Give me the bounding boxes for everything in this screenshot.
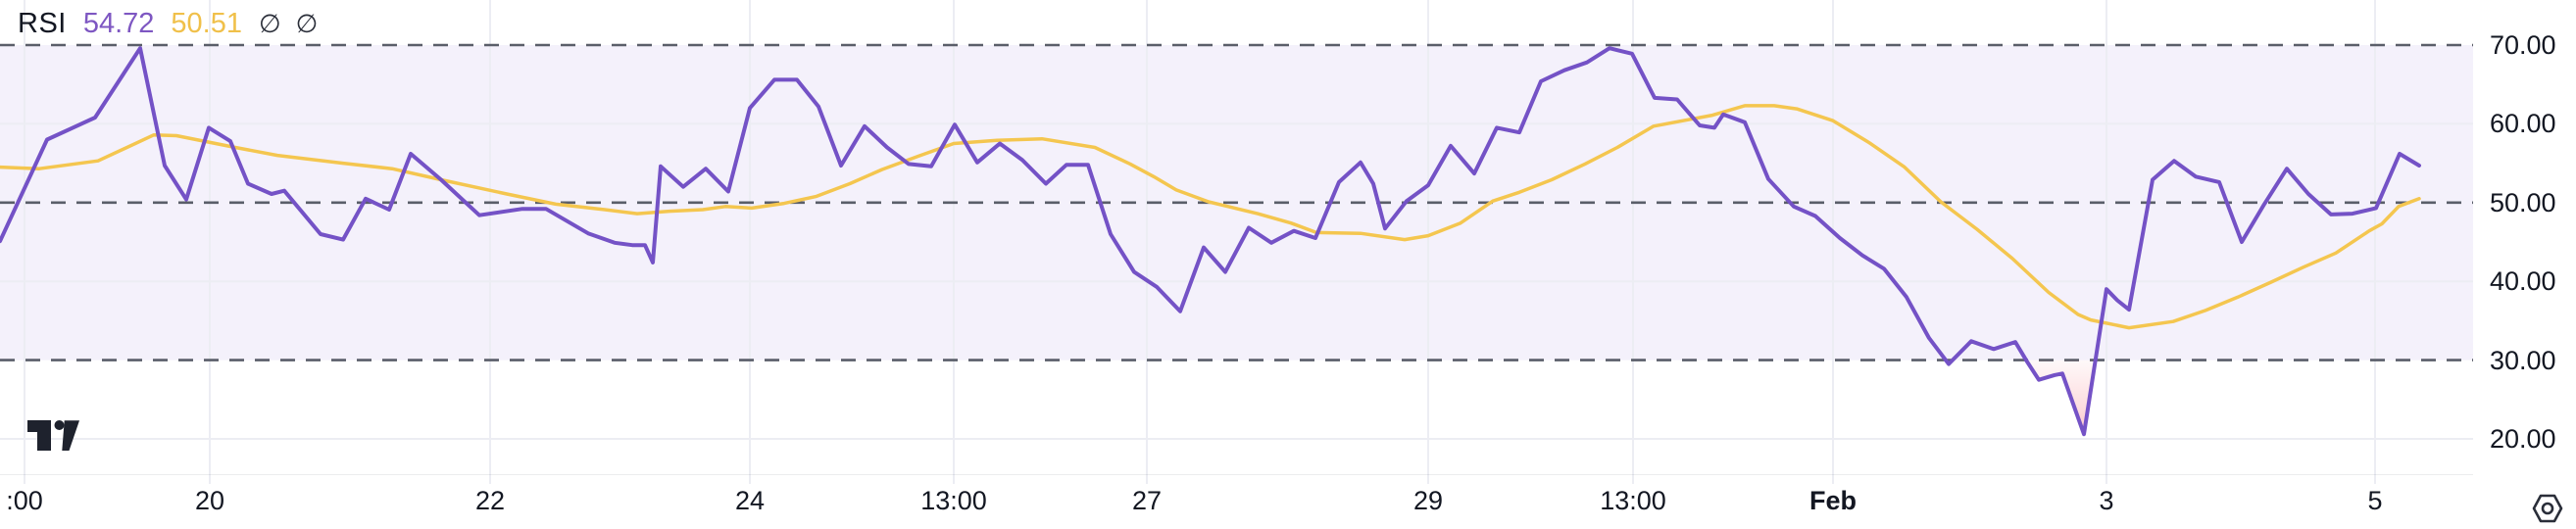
x-axis-label: :00: [6, 486, 43, 515]
x-axis-label: Feb: [1808, 486, 1858, 515]
empty-set-icon: ∅: [295, 9, 319, 38]
x-axis-label: 13:00: [920, 486, 987, 515]
pane-settings-icon[interactable]: [2529, 491, 2566, 526]
x-axis-label: 29: [1412, 486, 1444, 515]
rsi-line: [0, 46, 2421, 437]
indicator-title: RSI: [18, 8, 67, 39]
y-axis-label: 70.00: [2490, 30, 2556, 60]
x-axis-label: 3: [2099, 486, 2114, 515]
x-axis-label: 20: [194, 486, 225, 515]
indicator-legend[interactable]: RSI 54.72 50.51 ∅ ∅: [18, 7, 318, 40]
tradingview-logo[interactable]: [24, 407, 122, 457]
x-axis-label: 22: [474, 486, 506, 515]
y-axis-label: 30.00: [2490, 345, 2556, 375]
x-axis-label: 5: [2367, 486, 2383, 515]
time-scale[interactable]: :00 20 22 24 13:00 27 29 13:00 Feb 3 5: [0, 476, 2576, 529]
rsi-value: 54.72: [82, 8, 155, 39]
rsi-ma-value: 50.51: [171, 8, 242, 39]
legend-empty-values: ∅ ∅: [259, 7, 318, 40]
x-axis-label: 13:00: [1600, 486, 1666, 515]
y-axis-label: 20.00: [2490, 424, 2556, 454]
y-axis-label: 60.00: [2490, 109, 2556, 139]
time-axis-separator: [0, 474, 2473, 475]
y-axis-label: 40.00: [2490, 266, 2556, 297]
price-scale[interactable]: 70.00 60.00 50.00 40.00 30.00 20.00: [2474, 0, 2576, 474]
rsi-ma-line: [0, 104, 2421, 330]
x-axis-label: 24: [734, 486, 766, 515]
empty-set-icon: ∅: [259, 9, 281, 38]
x-axis-label: 27: [1131, 486, 1163, 515]
y-axis-label: 50.00: [2490, 187, 2556, 217]
